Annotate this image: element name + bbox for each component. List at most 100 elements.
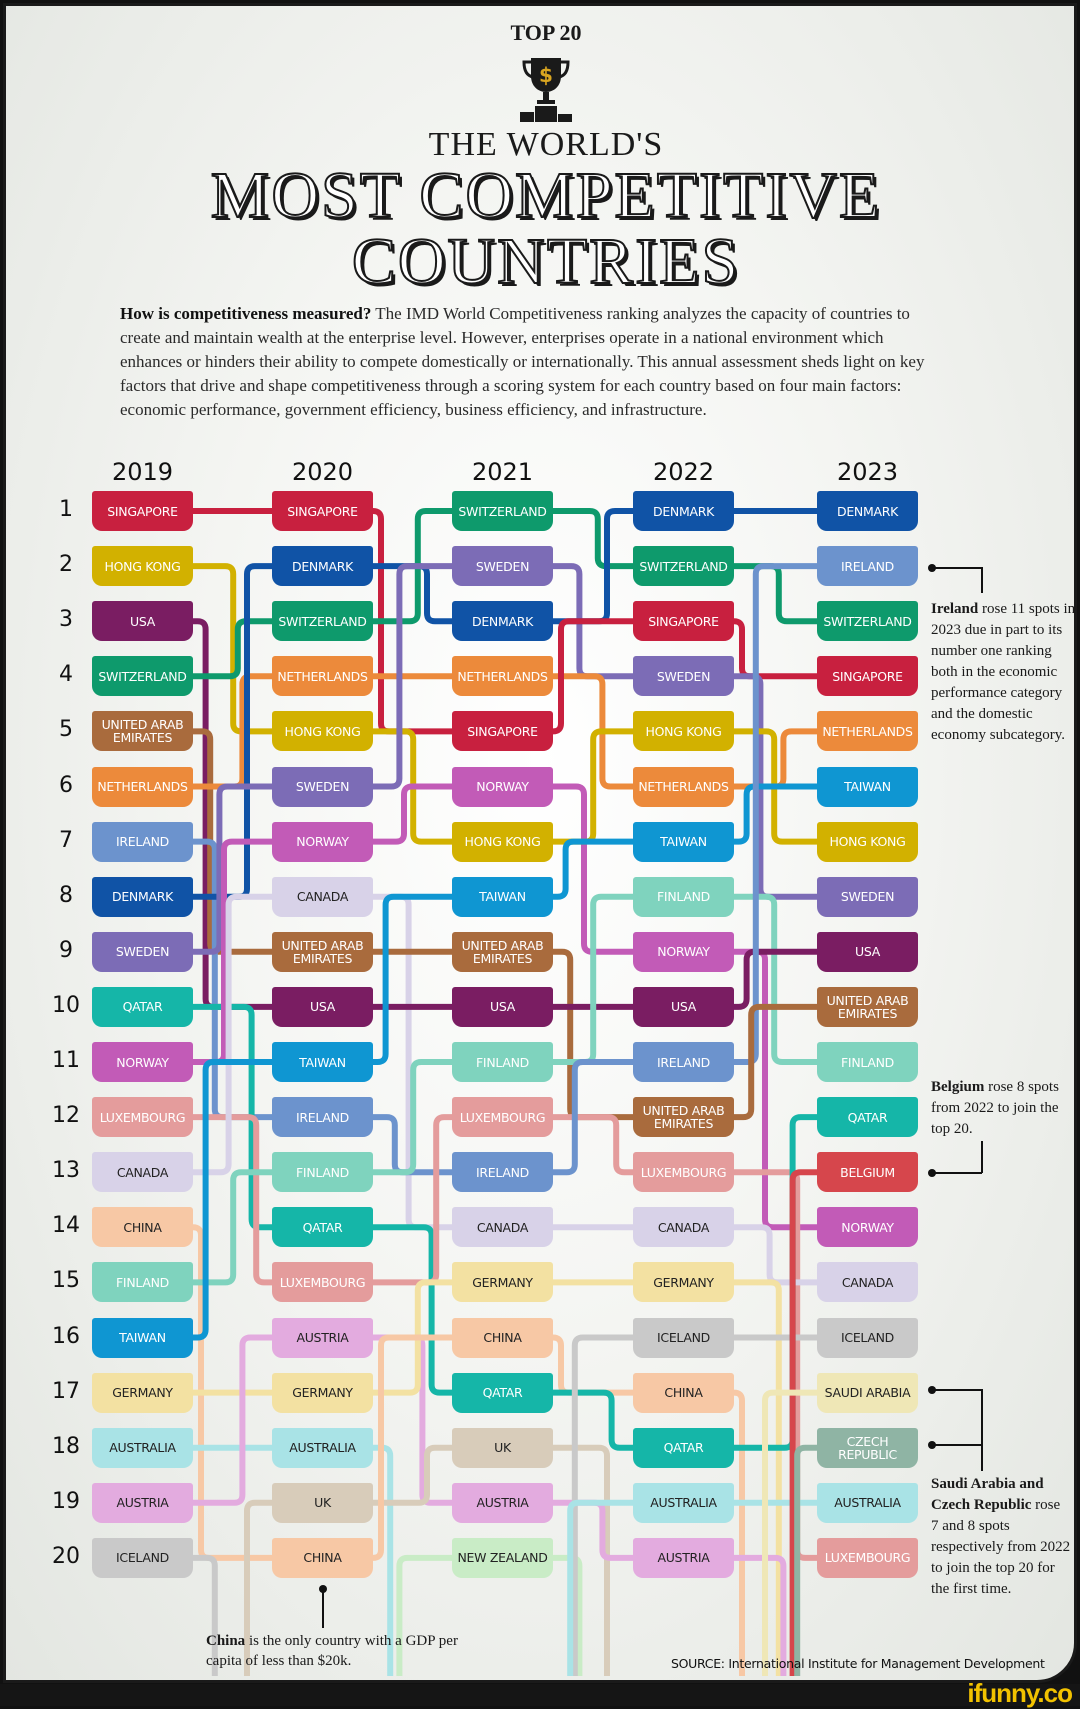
country-box-2021-rank-7: HONG KONG <box>452 821 553 862</box>
country-box-2020-rank-8: CANADA <box>272 876 373 917</box>
line-finland <box>553 893 633 1065</box>
country-box-2019-rank-7: IRELAND <box>92 821 193 862</box>
year-header-2019: 2019 <box>111 458 174 486</box>
watermark-bar <box>0 1684 1080 1706</box>
line-germany <box>734 1279 782 1676</box>
country-box-2021-rank-2: SWEDEN <box>452 546 553 587</box>
country-box-2019-rank-10: QATAR <box>92 986 193 1027</box>
country-box-2020-rank-5: HONG KONG <box>272 711 373 752</box>
rank-number: 9 <box>59 937 73 963</box>
country-box-2021-rank-8: TAIWAN <box>452 876 553 917</box>
annotation-saudi-czech: Saudi Arabia and Czech Republic rose 7 a… <box>931 1474 1071 1600</box>
country-box-2020-rank-9: UNITED ARAB EMIRATES <box>272 931 373 972</box>
rank-number: 2 <box>59 552 73 578</box>
rank-number: 20 <box>52 1543 80 1569</box>
country-box-2022-rank-17: CHINA <box>633 1372 734 1413</box>
line-qatar <box>373 1224 452 1396</box>
annotation-ireland: Ireland rose 11 spots in 2023 due in par… <box>931 599 1076 746</box>
line-hong-kong <box>193 563 272 735</box>
country-box-2021-rank-15: GERMANY <box>452 1262 553 1303</box>
country-box-2022-rank-1: DENMARK <box>633 491 734 531</box>
country-box-2023-rank-4: SINGAPORE <box>817 656 918 697</box>
country-box-2023-rank-8: SWEDEN <box>817 876 918 917</box>
infographic: TOP 20 $ THE WORLD'S MOST COMPETITIVE CO… <box>3 3 1077 1683</box>
annotation-saudi-czech-bold: Saudi Arabia and Czech Republic <box>931 1476 1044 1513</box>
country-box-2022-rank-15: GERMANY <box>633 1262 734 1303</box>
line-canada <box>193 893 272 1176</box>
annotation-saudi-czech-text: rose 7 and 8 spots respectively from 202… <box>931 1497 1071 1597</box>
country-box-2019-rank-14: CHINA <box>92 1207 193 1248</box>
line-luxembourg <box>553 1114 633 1176</box>
annotation-ireland-bold: Ireland <box>931 601 979 617</box>
country-box-2019-rank-6: NETHERLANDS <box>92 766 193 807</box>
country-box-2021-rank-16: CHINA <box>452 1317 553 1358</box>
line-taiwan <box>373 893 452 1065</box>
connection-lines <box>192 508 817 1676</box>
trophy-dollar-icon: $ <box>520 58 572 122</box>
country-box-2022-rank-9: NORWAY <box>633 931 734 972</box>
rank-number: 4 <box>59 662 73 688</box>
country-box-2023-rank-6: TAIWAN <box>817 766 918 807</box>
country-box-2021-rank-17: QATAR <box>452 1372 553 1413</box>
line-uk <box>373 1444 452 1506</box>
country-box-2023-rank-7: HONG KONG <box>817 821 918 862</box>
line-qatar <box>553 1389 633 1451</box>
line-china <box>733 1389 745 1676</box>
country-box-2023-rank-20: LUXEMBOURG <box>817 1537 918 1578</box>
rank-number: 6 <box>59 772 73 798</box>
annotation-ireland-text: rose 11 spots in 2023 due in part to its… <box>931 601 1076 743</box>
rank-number: 13 <box>52 1158 80 1184</box>
country-box-2020-rank-1: SINGAPORE <box>272 491 373 531</box>
line-czech-republic <box>794 1444 817 1676</box>
annotation-belgium-line <box>932 1172 982 1174</box>
line-canada <box>734 1224 817 1286</box>
country-box-2023-rank-10: UNITED ARAB EMIRATES <box>817 986 918 1027</box>
line-luxembourg <box>193 1114 272 1286</box>
line-taiwan <box>734 783 817 845</box>
country-box-2021-rank-3: DENMARK <box>452 601 553 642</box>
intro-paragraph: How is competitiveness measured? The IMD… <box>120 302 950 422</box>
annotation-czech-line <box>932 1444 982 1446</box>
line-norway <box>373 783 452 845</box>
country-box-2019-rank-3: USA <box>92 601 193 642</box>
country-box-2020-rank-10: USA <box>272 986 373 1027</box>
country-box-2019-rank-8: DENMARK <box>92 876 193 917</box>
country-box-2023-rank-14: NORWAY <box>817 1207 918 1248</box>
country-box-2023-rank-11: FINLAND <box>817 1042 918 1082</box>
line-finland <box>734 893 817 1065</box>
year-header-2020: 2020 <box>291 458 354 486</box>
country-box-2022-rank-6: NETHERLANDS <box>633 766 734 807</box>
country-box-2023-rank-3: SWITZERLAND <box>817 601 918 642</box>
line-norway <box>553 783 633 955</box>
rank-number: 1 <box>59 497 73 522</box>
country-box-2021-rank-12: LUXEMBOURG <box>452 1097 553 1138</box>
country-box-2020-rank-3: SWITZERLAND <box>272 601 373 642</box>
line-austria <box>734 1554 787 1676</box>
annotation-saudi-czech-line-v <box>981 1389 983 1471</box>
annotation-belgium: Belgium rose 8 spots from 2022 to join t… <box>931 1077 1071 1140</box>
annotation-china-line <box>322 1588 324 1628</box>
country-box-2020-rank-16: AUSTRIA <box>272 1317 373 1358</box>
country-box-2020-rank-12: IRELAND <box>272 1097 373 1138</box>
rank-number: 12 <box>52 1103 80 1129</box>
country-box-2021-rank-13: IRELAND <box>452 1152 553 1193</box>
rank-number: 16 <box>52 1323 80 1349</box>
country-box-2021-rank-19: AUSTRIA <box>452 1482 553 1523</box>
country-box-2020-rank-20: CHINA <box>272 1537 373 1578</box>
kicker: TOP 20 <box>510 20 582 45</box>
country-box-2020-rank-15: LUXEMBOURG <box>272 1262 373 1303</box>
country-box-2023-rank-17: SAUDI ARABIA <box>817 1372 918 1413</box>
country-box-2019-rank-15: FINLAND <box>92 1262 193 1303</box>
country-box-2022-rank-11: IRELAND <box>633 1042 734 1082</box>
country-box-2020-rank-6: SWEDEN <box>272 766 373 807</box>
country-box-2021-rank-11: FINLAND <box>452 1042 553 1082</box>
country-box-2022-rank-8: FINLAND <box>633 876 734 917</box>
country-box-2021-rank-14: CANADA <box>452 1207 553 1248</box>
annotation-china: China is the only country with a GDP per… <box>206 1631 466 1671</box>
country-box-2020-rank-4: NETHERLANDS <box>272 656 373 697</box>
country-box-2019-rank-12: LUXEMBOURG <box>92 1097 193 1138</box>
country-box-2021-rank-20: NEW ZEALAND <box>452 1537 553 1578</box>
svg-text:$: $ <box>539 63 553 87</box>
country-box-2019-rank-16: TAIWAN <box>92 1317 193 1358</box>
country-box-2020-rank-7: NORWAY <box>272 821 373 862</box>
